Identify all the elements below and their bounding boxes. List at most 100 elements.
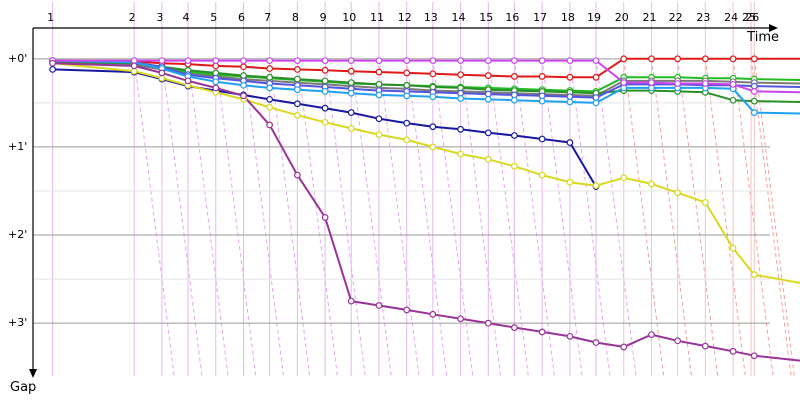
series-point (567, 140, 573, 146)
x-tick-label: 4 (183, 11, 190, 24)
series-point (267, 122, 273, 128)
series-point (649, 332, 655, 338)
series-point (486, 156, 492, 162)
lap-diagonal (325, 59, 365, 376)
series-point (322, 58, 328, 64)
series-point (512, 97, 518, 103)
lap-diagonal (162, 59, 202, 376)
series-point (295, 172, 301, 178)
y-tick-label: +3' (8, 316, 27, 329)
series-point (267, 97, 273, 103)
series-point (131, 63, 137, 69)
series-point (539, 74, 545, 80)
x-tick-label: 22 (669, 11, 683, 24)
series-point (539, 58, 545, 64)
series-point (593, 340, 599, 346)
series-point (404, 82, 410, 88)
series-point (458, 127, 464, 133)
y-axis-title: Gap (10, 380, 36, 395)
series-point (486, 58, 492, 64)
series-point (430, 124, 436, 130)
series-point (730, 245, 736, 251)
series-point (322, 67, 328, 73)
x-tick-label: 11 (370, 11, 384, 24)
series-point (621, 344, 627, 350)
lap-diagonal (407, 59, 447, 376)
series-point (486, 73, 492, 79)
lap-diagonal (216, 59, 256, 376)
series-point (213, 79, 219, 85)
series-point (593, 75, 599, 81)
series-point (348, 90, 354, 96)
series-point (458, 151, 464, 157)
x-tick-label: 12 (398, 11, 412, 24)
x-tick-label: 6 (238, 11, 245, 24)
series-point (512, 164, 518, 170)
y-tick-label: +2' (8, 228, 27, 241)
series-point (322, 78, 328, 84)
lap-diagonal (596, 59, 636, 376)
series-point (348, 298, 354, 304)
series-point (376, 69, 382, 75)
series-point (348, 58, 354, 64)
x-tick-label: 8 (292, 11, 299, 24)
series-point (512, 74, 518, 80)
series-point (703, 343, 709, 349)
series-point (241, 82, 247, 88)
lap-diagonal (678, 59, 718, 376)
series-point (404, 307, 410, 313)
series-point (458, 96, 464, 102)
x-tick-label: 21 (642, 11, 656, 24)
series-point (752, 56, 758, 62)
series-point (430, 312, 436, 318)
series-point (404, 120, 410, 126)
y-axis-arrow (29, 369, 37, 378)
series-point (752, 353, 758, 359)
series-point (567, 99, 573, 105)
lap-diagonal (751, 59, 791, 376)
x-tick-label: 1 (47, 11, 54, 24)
series-point (348, 80, 354, 86)
series-point (267, 104, 273, 110)
series-point (430, 94, 436, 100)
series-point (267, 75, 273, 81)
lap-diagonal (570, 59, 610, 376)
series-point (675, 81, 681, 87)
x-tick-label: 18 (561, 11, 575, 24)
series-point (486, 320, 492, 326)
x-tick-label: 24 (724, 11, 738, 24)
series-point (539, 98, 545, 104)
series-point (621, 56, 627, 62)
series-point (322, 215, 328, 221)
gap-gridlines (33, 59, 770, 323)
lap-diagonal (705, 59, 745, 376)
series-point (752, 89, 758, 95)
lap-diagonal (624, 59, 664, 376)
x-tick-label: 3 (156, 11, 163, 24)
series-point (404, 58, 410, 64)
series-point (404, 137, 410, 143)
series-point (567, 334, 573, 340)
series-point (185, 58, 191, 64)
series-point (512, 325, 518, 331)
series-point (295, 58, 301, 64)
x-axis-title: Time (746, 30, 779, 45)
series-point (675, 56, 681, 62)
x-tick-label: 14 (452, 11, 466, 24)
series-point (241, 58, 247, 64)
series-point (430, 58, 436, 64)
series-point (458, 58, 464, 64)
series-point (649, 181, 655, 187)
series-point (376, 116, 382, 122)
x-tick-label: 7 (264, 11, 271, 24)
lap-diagonal (351, 59, 391, 376)
series-point (295, 101, 301, 107)
series-point (267, 85, 273, 91)
series-point (322, 119, 328, 125)
series-point (730, 97, 736, 103)
series-point (322, 89, 328, 95)
x-tick-label: 17 (533, 11, 547, 24)
series-point (404, 70, 410, 76)
series-point (730, 82, 736, 88)
